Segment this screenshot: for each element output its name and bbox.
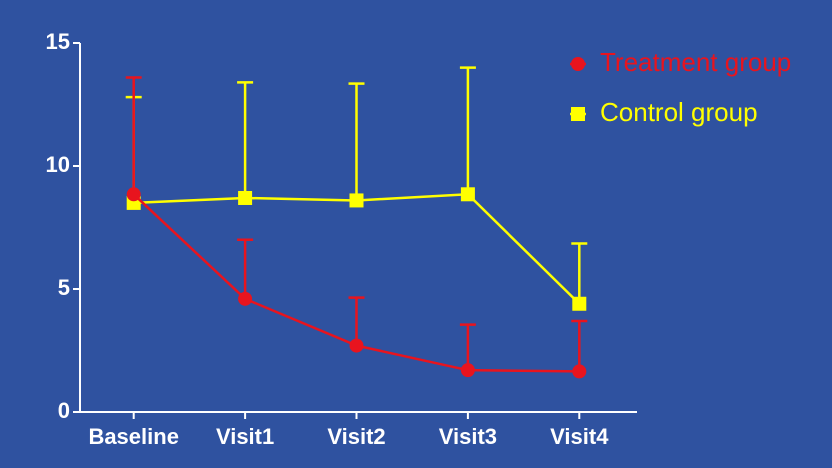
y-tick-label: 15 — [46, 29, 70, 54]
x-tick-label: Visit2 — [327, 424, 385, 449]
legend-label: Control group — [600, 97, 758, 127]
data-point — [572, 364, 587, 379]
data-point — [238, 190, 253, 205]
data-point — [572, 296, 587, 311]
x-tick-label: Baseline — [88, 424, 179, 449]
x-tick-label: Visit1 — [216, 424, 274, 449]
data-point — [349, 338, 364, 353]
legend-marker — [571, 57, 585, 71]
y-tick-label: 10 — [46, 152, 70, 177]
data-point — [126, 187, 141, 202]
y-tick-label: 5 — [58, 275, 70, 300]
legend-marker — [571, 107, 585, 121]
x-tick-label: Visit3 — [439, 424, 497, 449]
data-point — [349, 193, 364, 208]
legend-label: Treatment group — [600, 47, 791, 77]
data-point — [238, 291, 253, 306]
y-tick-label: 0 — [58, 398, 70, 423]
x-tick-label: Visit4 — [550, 424, 609, 449]
data-point — [460, 187, 475, 202]
data-point — [460, 363, 475, 378]
